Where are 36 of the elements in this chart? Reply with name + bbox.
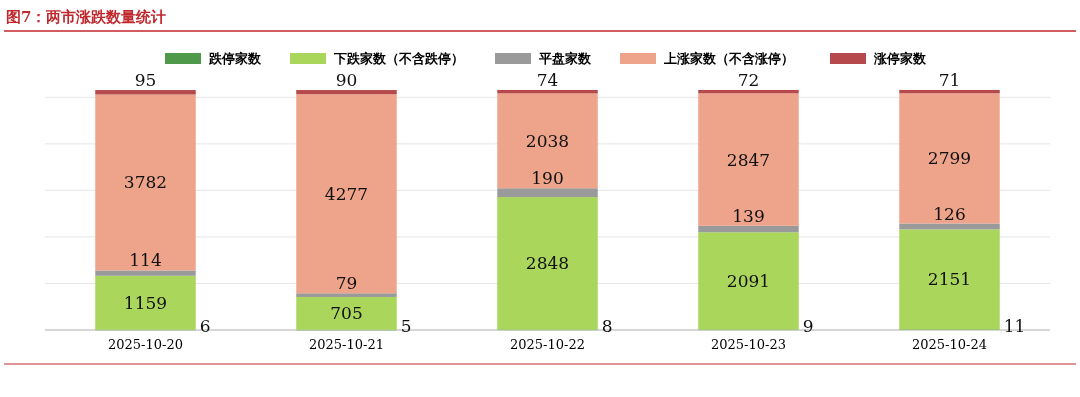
data-label: 95 bbox=[134, 70, 157, 91]
legend-label: 上涨家数（不含涨停） bbox=[663, 51, 794, 66]
legend-label: 跌停家数 bbox=[208, 51, 262, 66]
data-label: 2151 bbox=[927, 269, 972, 290]
data-label: 1159 bbox=[123, 292, 168, 313]
legend-label: 平盘家数 bbox=[538, 51, 592, 66]
x-tick-label: 2025-10-20 bbox=[108, 337, 183, 352]
data-label: 74 bbox=[536, 69, 559, 90]
data-label: 6 bbox=[199, 316, 211, 336]
data-label: 2847 bbox=[726, 149, 771, 170]
data-label: 8 bbox=[601, 316, 613, 336]
legend-label: 下跌家数（不含跌停） bbox=[333, 51, 464, 66]
data-label: 79 bbox=[335, 273, 358, 294]
data-label: 2091 bbox=[726, 270, 771, 291]
data-label: 9 bbox=[802, 316, 814, 336]
x-tick-label: 2025-10-24 bbox=[912, 337, 987, 352]
data-label: 2799 bbox=[927, 148, 972, 169]
data-label: 72 bbox=[737, 69, 760, 90]
data-label: 5 bbox=[400, 316, 412, 336]
data-label: 3782 bbox=[123, 172, 168, 193]
legend-label: 涨停家数 bbox=[873, 51, 927, 66]
data-label: 11 bbox=[1003, 316, 1026, 336]
data-label: 2038 bbox=[525, 130, 570, 151]
data-label: 2848 bbox=[525, 253, 570, 274]
data-label: 90 bbox=[335, 70, 358, 91]
data-label: 4277 bbox=[324, 183, 369, 204]
x-tick-label: 2025-10-22 bbox=[510, 337, 585, 352]
data-label: 190 bbox=[531, 168, 564, 189]
data-label: 71 bbox=[938, 69, 961, 90]
chart-title: 图7：两市涨跌数量统计 bbox=[6, 8, 167, 26]
x-tick-label: 2025-10-21 bbox=[309, 337, 384, 352]
data-label: 139 bbox=[732, 205, 765, 226]
data-label: 126 bbox=[933, 203, 966, 224]
data-label: 705 bbox=[330, 303, 363, 324]
data-label: 114 bbox=[129, 250, 162, 271]
x-tick-label: 2025-10-23 bbox=[711, 337, 786, 352]
